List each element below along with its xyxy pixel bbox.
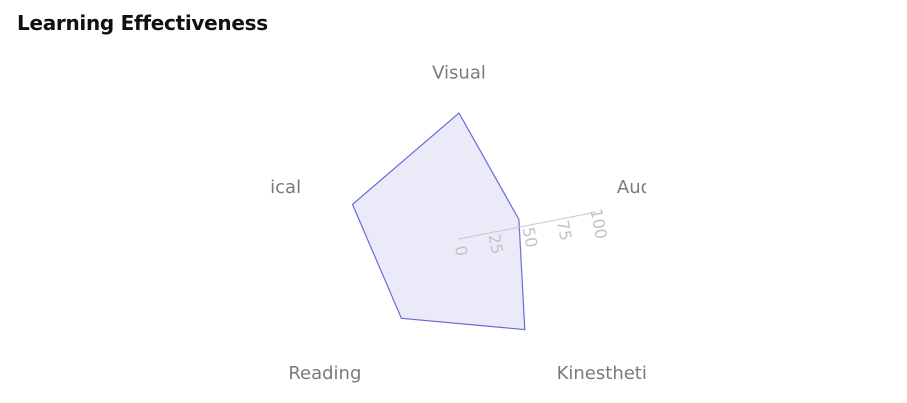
axis-label-reading: Reading xyxy=(288,363,361,384)
radial-axis-line xyxy=(458,211,597,240)
axis-label-auditory: Auditory xyxy=(617,177,694,198)
chart-title: Learning Effectiveness xyxy=(17,11,268,35)
plot-area: 0 25 50 75 100 Visual Auditory Kinesthetic Readi… xyxy=(213,63,694,384)
radial-tick-label: 0 xyxy=(451,244,472,258)
radial-tick-label: 75 xyxy=(553,219,576,243)
axis-label-visual: Visual xyxy=(432,63,486,84)
radial-tick-label: 100 xyxy=(586,207,611,241)
axis-label-kinesthetic: Kinesthetic xyxy=(557,363,657,384)
series-area-0 xyxy=(351,112,526,331)
axis-label-analytical: Analytical xyxy=(213,177,301,198)
radial-tick-label: 25 xyxy=(484,232,507,256)
radial-tick-label: 50 xyxy=(519,225,542,249)
